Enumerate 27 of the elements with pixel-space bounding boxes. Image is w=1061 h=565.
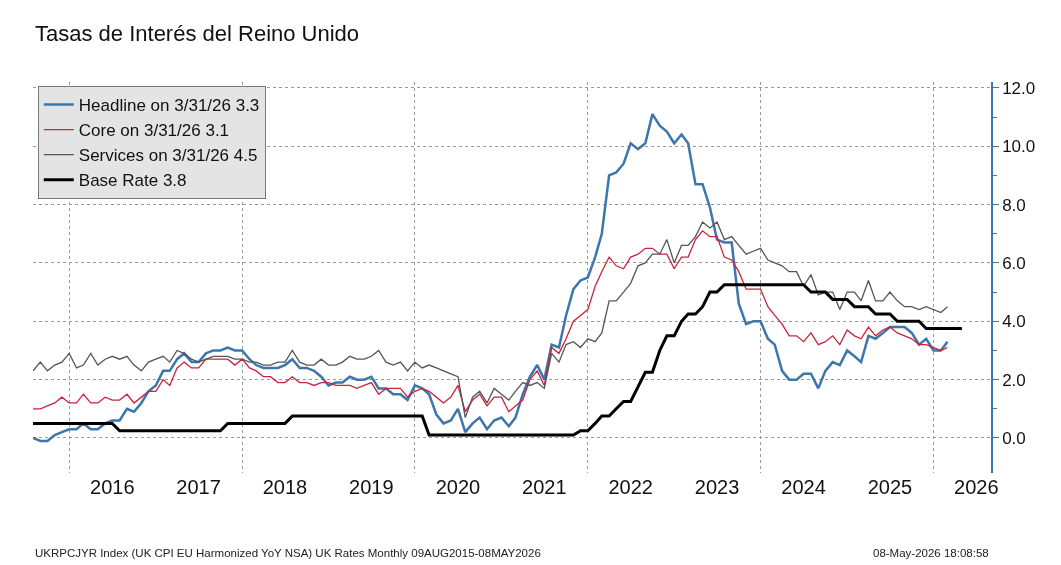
x-tick-label: 2016 bbox=[90, 476, 135, 498]
y-tick-label: 6.0 bbox=[1002, 253, 1026, 273]
x-tick-label: 2019 bbox=[349, 476, 394, 498]
line-series bbox=[33, 112, 949, 443]
text: 08-May-2026 18:08:58 bbox=[873, 547, 989, 559]
legend-label: Base Rate 3.8 bbox=[78, 171, 187, 191]
y-tick-label: 12.0 bbox=[1002, 78, 1036, 98]
x-tick-label: 2018 bbox=[262, 476, 308, 498]
y-tick-label: 8.0 bbox=[1002, 195, 1026, 215]
x-tick-label: 2022 bbox=[608, 476, 653, 498]
legend-label: Services on 3/31/26 4.5 bbox=[78, 146, 258, 166]
x-tick-label: 2021 bbox=[522, 476, 567, 498]
x-tick-label: 2023 bbox=[694, 476, 740, 498]
y-tick-label: 4.0 bbox=[1002, 312, 1026, 332]
x-tick-label: 2024 bbox=[781, 476, 826, 498]
x-tick-label: 2020 bbox=[435, 476, 481, 498]
legend-label: Headline on 3/31/26 3.3 bbox=[78, 96, 260, 116]
y-tick-label: 2.0 bbox=[1002, 370, 1026, 390]
x-tick-label: 2025 bbox=[867, 476, 913, 498]
x-tick-label: 2026 bbox=[954, 476, 999, 498]
y-tick-label: 10.0 bbox=[1002, 137, 1036, 157]
x-tick-label: 2017 bbox=[176, 476, 221, 498]
line-series bbox=[33, 283, 964, 437]
legend-label: Core on 3/31/26 3.1 bbox=[78, 121, 230, 141]
chart-title: Tasas de Interés del Reino Unido bbox=[35, 20, 360, 46]
text: UKRPCJYR Index (UK CPI EU Harmonized YoY NSA) UK Rates Monthly 09AUG2015-08MAY2026 bbox=[35, 547, 541, 559]
y-tick-label: 0.0 bbox=[1002, 428, 1026, 448]
